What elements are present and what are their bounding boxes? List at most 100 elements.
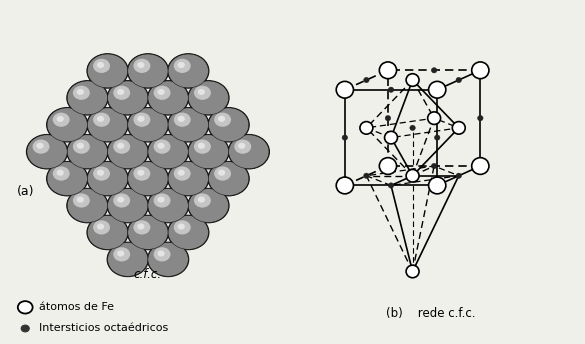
Circle shape: [385, 116, 391, 121]
Circle shape: [384, 131, 397, 144]
Circle shape: [97, 116, 104, 122]
Circle shape: [428, 112, 441, 125]
Circle shape: [168, 162, 208, 195]
Circle shape: [342, 135, 347, 140]
Circle shape: [148, 135, 188, 169]
Circle shape: [472, 62, 489, 79]
Circle shape: [157, 143, 164, 149]
Circle shape: [174, 112, 191, 127]
Circle shape: [456, 173, 462, 179]
Circle shape: [47, 108, 87, 142]
Circle shape: [147, 134, 190, 170]
Circle shape: [26, 134, 68, 170]
Circle shape: [167, 53, 209, 89]
Circle shape: [127, 107, 169, 142]
Circle shape: [106, 134, 149, 170]
Circle shape: [194, 86, 211, 100]
Circle shape: [429, 82, 446, 98]
Circle shape: [194, 193, 211, 207]
Circle shape: [187, 134, 230, 170]
Circle shape: [66, 80, 109, 116]
Circle shape: [113, 247, 130, 261]
Circle shape: [187, 80, 230, 116]
Circle shape: [21, 325, 29, 332]
Circle shape: [66, 188, 109, 223]
Circle shape: [127, 53, 169, 89]
Circle shape: [106, 188, 149, 223]
Circle shape: [208, 107, 250, 142]
Circle shape: [57, 116, 64, 122]
Circle shape: [87, 216, 128, 249]
Circle shape: [133, 220, 150, 235]
Circle shape: [388, 87, 394, 93]
Circle shape: [108, 243, 148, 276]
Circle shape: [147, 80, 190, 116]
Circle shape: [137, 62, 144, 68]
Circle shape: [188, 189, 229, 223]
Circle shape: [128, 162, 168, 195]
Text: (a): (a): [17, 185, 35, 198]
Circle shape: [178, 62, 185, 68]
Circle shape: [87, 161, 129, 196]
Circle shape: [154, 140, 170, 154]
Circle shape: [147, 241, 190, 277]
Circle shape: [117, 196, 125, 203]
Circle shape: [97, 62, 104, 68]
Text: átomos de Fe: átomos de Fe: [39, 302, 113, 312]
Circle shape: [452, 121, 465, 134]
Circle shape: [46, 107, 88, 142]
Circle shape: [137, 224, 144, 229]
Circle shape: [472, 158, 489, 174]
Circle shape: [87, 162, 128, 195]
Circle shape: [336, 82, 353, 98]
Circle shape: [93, 59, 110, 73]
Circle shape: [168, 216, 208, 249]
Circle shape: [93, 220, 110, 235]
Circle shape: [133, 59, 150, 73]
Circle shape: [157, 196, 164, 203]
Circle shape: [137, 170, 144, 176]
Circle shape: [128, 108, 168, 142]
Circle shape: [133, 112, 150, 127]
Circle shape: [67, 189, 108, 223]
Circle shape: [148, 243, 188, 276]
Circle shape: [157, 89, 164, 95]
Circle shape: [128, 54, 168, 88]
Circle shape: [93, 112, 110, 127]
Circle shape: [106, 241, 149, 277]
Circle shape: [27, 135, 67, 169]
Circle shape: [73, 140, 90, 154]
Circle shape: [379, 62, 397, 79]
Circle shape: [87, 53, 129, 89]
Circle shape: [87, 107, 129, 142]
Circle shape: [229, 135, 269, 169]
Circle shape: [198, 196, 205, 203]
Circle shape: [113, 86, 130, 100]
Circle shape: [36, 143, 44, 149]
Circle shape: [174, 59, 191, 73]
Circle shape: [77, 196, 84, 203]
Circle shape: [174, 220, 191, 235]
Circle shape: [97, 224, 104, 229]
Circle shape: [218, 116, 225, 122]
Circle shape: [117, 250, 125, 257]
Circle shape: [73, 193, 90, 207]
Text: c.f.c.: c.f.c.: [134, 268, 162, 281]
Circle shape: [410, 125, 415, 131]
Circle shape: [167, 215, 209, 250]
Circle shape: [137, 116, 144, 122]
Circle shape: [93, 166, 110, 181]
Circle shape: [406, 265, 419, 278]
Circle shape: [154, 193, 170, 207]
Circle shape: [431, 68, 437, 73]
Circle shape: [198, 143, 205, 149]
Circle shape: [53, 166, 70, 181]
Circle shape: [148, 81, 188, 115]
Circle shape: [360, 121, 373, 134]
Circle shape: [477, 116, 483, 121]
Circle shape: [208, 161, 250, 196]
Circle shape: [127, 215, 169, 250]
Circle shape: [406, 170, 419, 182]
Circle shape: [194, 140, 211, 154]
Circle shape: [406, 74, 419, 86]
